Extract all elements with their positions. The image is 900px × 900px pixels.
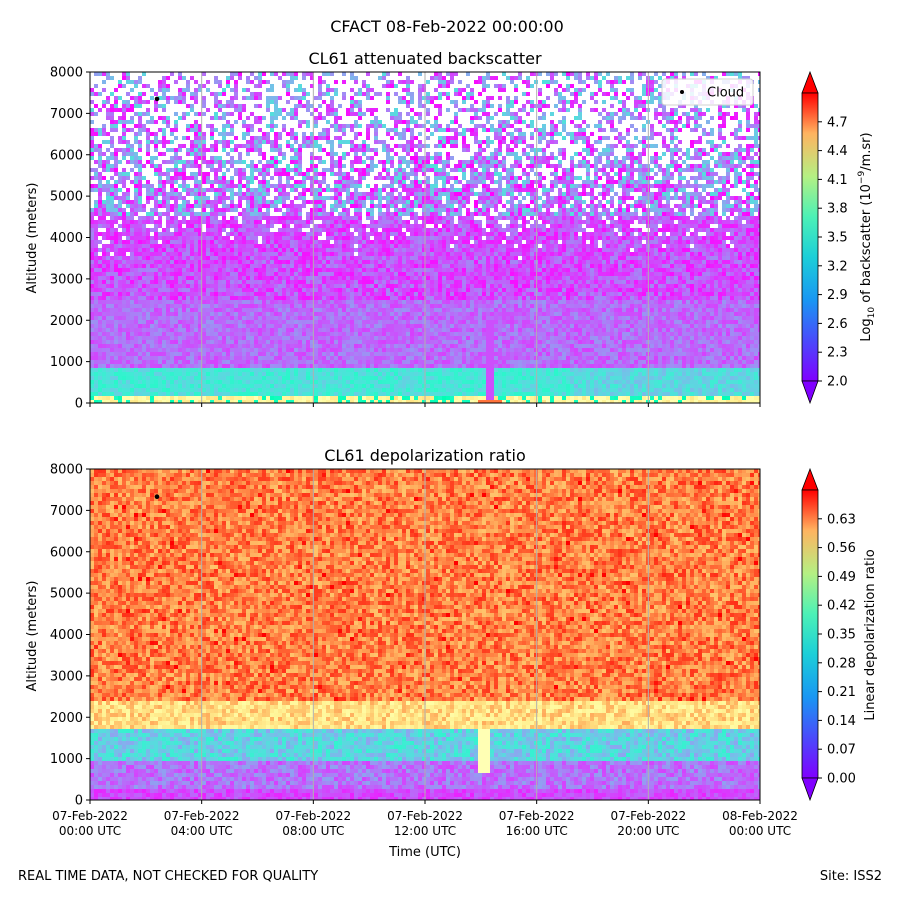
y-tick-label: 1000 <box>50 752 83 767</box>
colorbar-tick-label: 3.5 <box>827 231 848 246</box>
colorbar-tick-label: 2.9 <box>827 288 848 303</box>
cloud-marker <box>154 96 160 102</box>
y-tick-label: 2000 <box>50 711 83 726</box>
y-tick-label: 3000 <box>50 272 83 287</box>
depolarization-y-label: Altitude (meters) <box>25 581 40 692</box>
y-tick-label: 2000 <box>50 314 83 329</box>
colorbar-extend-max <box>801 467 819 491</box>
x-tick-label-time: 00:00 UTC <box>59 824 121 838</box>
backscatter-heatmap <box>90 72 760 403</box>
y-tick-label: 0 <box>75 794 83 809</box>
colorbar-ticks: 2.0 2.3 2.6 2.9 3.2 3.5 3.8 4.1 4.4 4.7 <box>818 115 848 390</box>
colorbar-gradient <box>801 489 819 779</box>
depolarization-title: CL61 depolarization ratio <box>324 446 526 465</box>
colorbar-extend-max <box>801 70 819 94</box>
y-tick-label: 5000 <box>50 190 83 205</box>
depolarization-colorbar: 0.00 0.07 0.14 0.21 0.28 0.35 0.42 0.49 0.56 0.63… <box>801 467 878 802</box>
x-tick-label-time: 12:00 UTC <box>394 824 456 838</box>
colorbar-tick-label: 0.07 <box>827 743 856 758</box>
backscatter-colorbar: 2.0 2.3 2.6 2.9 3.2 3.5 3.8 4.1 4.4 4.7 Log10 of … <box>801 70 877 405</box>
legend-box <box>661 78 754 106</box>
y-tick-label: 1000 <box>50 355 83 370</box>
y-tick-label: 3000 <box>50 669 83 684</box>
y-tick-label: 6000 <box>50 148 83 163</box>
colorbar-tick-label: 2.3 <box>827 346 848 361</box>
colorbar-tick-label: 0.14 <box>827 714 856 729</box>
backscatter-panel: CL61 attenuated backscatter 0 1000 2000 300… <box>25 49 877 412</box>
x-tick-label-time: 16:00 UTC <box>506 824 568 838</box>
x-tick-label-date: 07-Feb-2022 <box>610 809 686 823</box>
y-tick-label: 8000 <box>50 66 83 81</box>
colorbar-tick-label: 3.8 <box>827 202 848 217</box>
colorbar-tick-label: 0.42 <box>827 599 856 614</box>
backscatter-y-axis: 0 1000 2000 3000 4000 5000 6000 7000 8000 <box>50 66 90 412</box>
y-tick-label: 5000 <box>50 587 83 602</box>
colorbar-tick-label: 0.21 <box>827 685 856 700</box>
colorbar-gradient <box>801 92 819 382</box>
x-tick-label-date: 07-Feb-2022 <box>275 809 351 823</box>
y-tick-label: 7000 <box>50 107 83 122</box>
cloud-marker <box>154 494 160 500</box>
backscatter-x-axis <box>89 403 761 407</box>
backscatter-cloud-markers <box>154 96 160 102</box>
depolarization-colorbar-label: Linear depolarization ratio <box>863 549 878 720</box>
x-tick-label-date: 07-Feb-2022 <box>164 809 240 823</box>
backscatter-y-label: Altitude (meters) <box>25 183 40 294</box>
y-tick-label: 4000 <box>50 231 83 246</box>
x-tick-label-time: 08:00 UTC <box>282 824 344 838</box>
legend-cloud-label: Cloud <box>707 86 744 101</box>
colorbar-tick-label: 0.28 <box>827 656 856 671</box>
depolarization-heatmap <box>90 469 760 800</box>
depolarization-panel: CL61 depolarization ratio 0 1000 2000 3000 4… <box>25 446 878 860</box>
legend-cloud-marker <box>680 90 684 94</box>
backscatter-title: CL61 attenuated backscatter <box>308 49 542 68</box>
colorbar-tick-label: 0.00 <box>827 772 856 787</box>
y-tick-label: 8000 <box>50 463 83 478</box>
legend: Cloud <box>661 78 754 106</box>
colorbar-tick-label: 0.56 <box>827 541 856 556</box>
colorbar-tick-label: 2.6 <box>827 317 848 332</box>
colorbar-tick-label: 2.0 <box>827 375 848 390</box>
backscatter-gridlines <box>201 72 649 403</box>
x-tick-label-date: 08-Feb-2022 <box>722 809 798 823</box>
x-tick-label-time: 00:00 UTC <box>729 824 791 838</box>
backscatter-colorbar-label: Log10 of backscatter (10−9/m.sr) <box>857 132 877 341</box>
y-tick-label: 0 <box>75 397 83 412</box>
figure-title: CFACT 08-Feb-2022 00:00:00 <box>330 17 564 36</box>
x-tick-label-date: 07-Feb-2022 <box>52 809 128 823</box>
depolarization-gridlines <box>201 469 649 800</box>
x-tick-label-date: 07-Feb-2022 <box>499 809 575 823</box>
y-tick-label: 7000 <box>50 504 83 519</box>
quality-disclaimer: REAL TIME DATA, NOT CHECKED FOR QUALITY <box>18 869 318 884</box>
colorbar-tick-label: 4.4 <box>827 144 848 159</box>
colorbar-ticks: 0.00 0.07 0.14 0.21 0.28 0.35 0.42 0.49 0.56 0.63 <box>818 512 856 787</box>
colorbar-tick-label: 3.2 <box>827 259 848 274</box>
colorbar-tick-label: 0.63 <box>827 512 856 527</box>
x-tick-label-time: 20:00 UTC <box>617 824 679 838</box>
colorbar-tick-label: 0.49 <box>827 570 856 585</box>
x-axis-label: Time (UTC) <box>388 845 461 860</box>
depolarization-cloud-markers <box>154 494 160 500</box>
colorbar-tick-label: 4.7 <box>827 115 848 130</box>
colorbar-tick-label: 4.1 <box>827 173 848 188</box>
y-tick-label: 6000 <box>50 545 83 560</box>
colorbar-extend-min <box>801 777 819 802</box>
depolarization-y-axis: 0 1000 2000 3000 4000 5000 6000 7000 8000 <box>50 463 90 809</box>
colorbar-tick-label: 0.35 <box>827 628 856 643</box>
site-label: Site: ISS2 <box>820 869 882 884</box>
y-tick-label: 4000 <box>50 628 83 643</box>
colorbar-extend-min <box>801 380 819 405</box>
x-tick-label-time: 04:00 UTC <box>171 824 233 838</box>
x-tick-label-date: 07-Feb-2022 <box>387 809 463 823</box>
